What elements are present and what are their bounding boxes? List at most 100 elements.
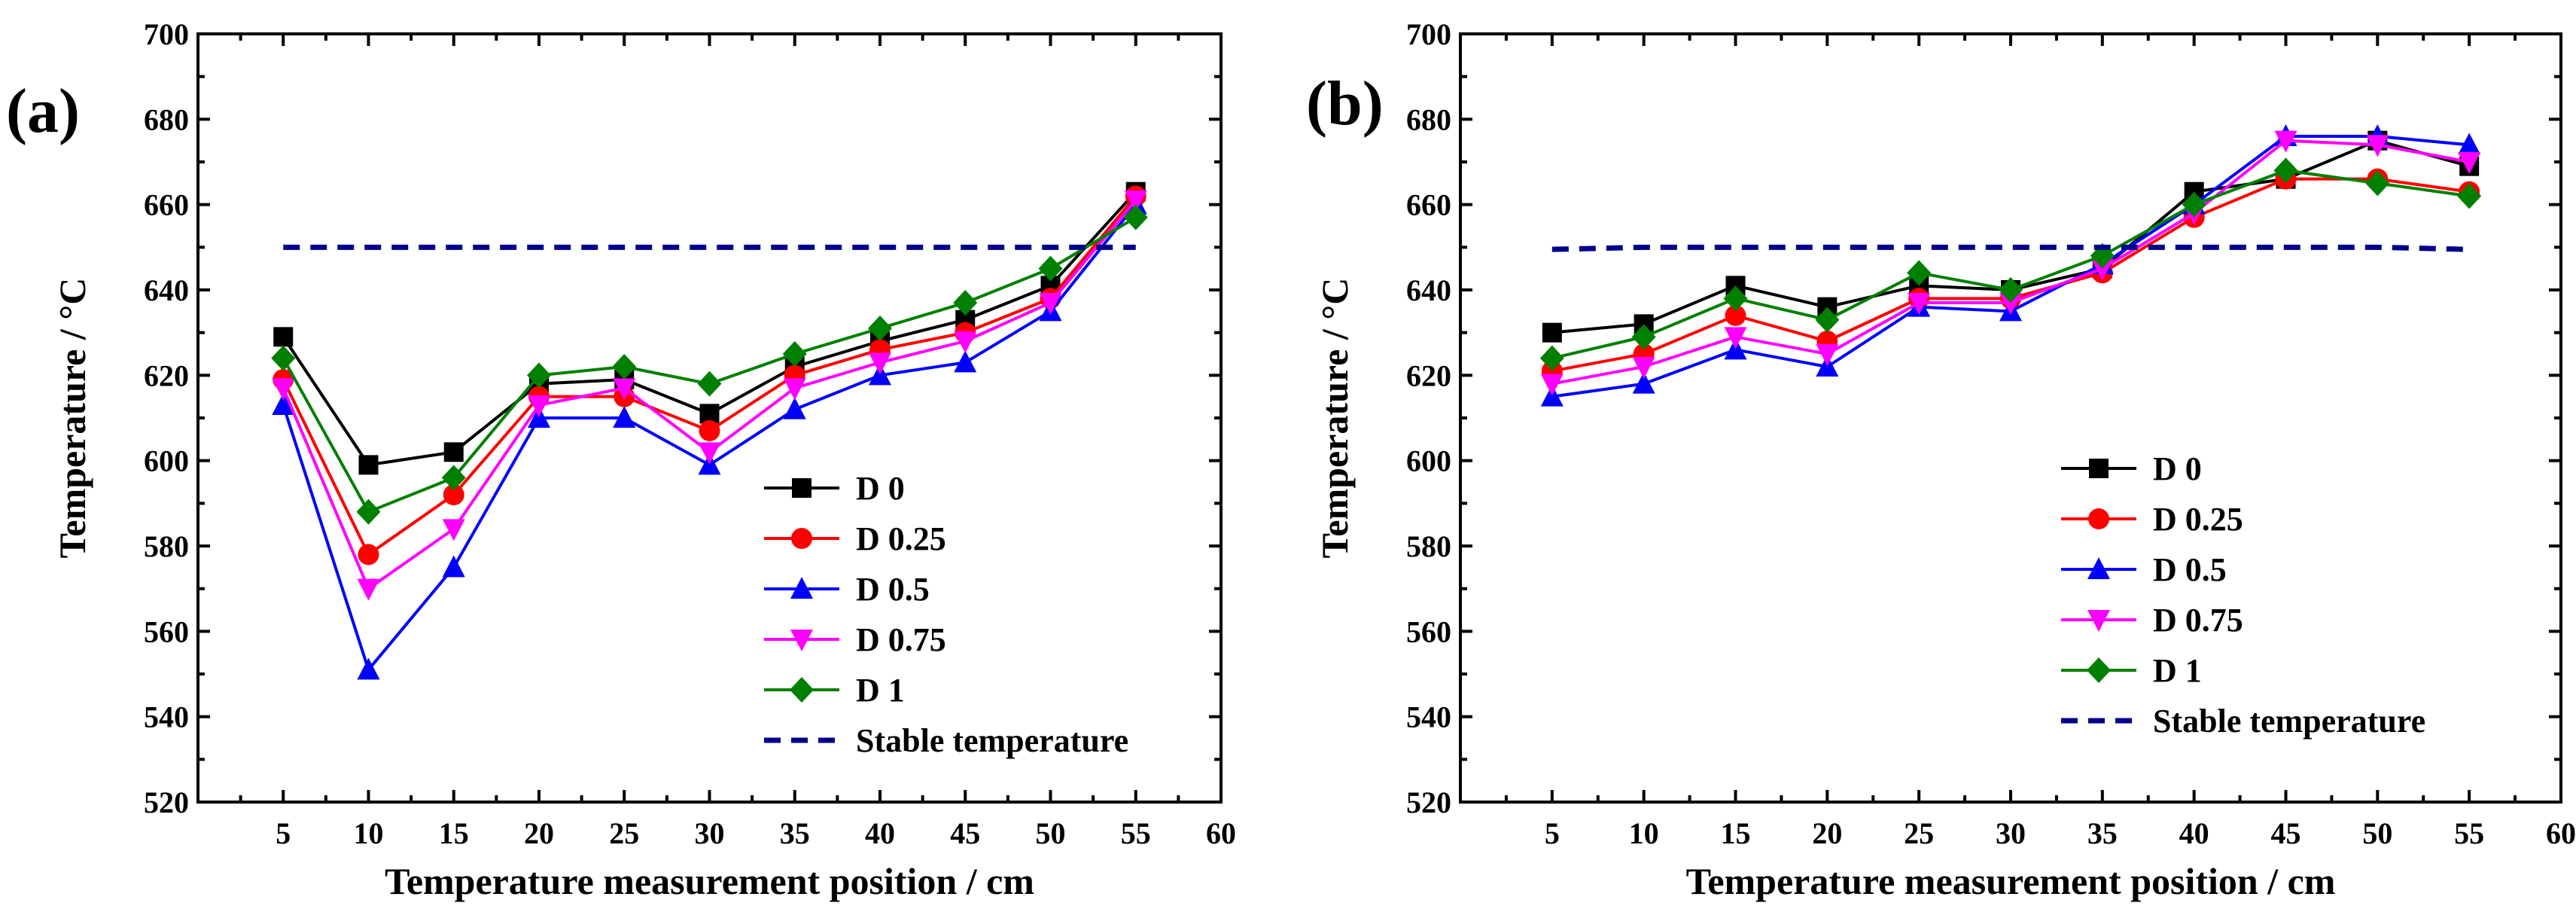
data-point <box>1632 371 1655 394</box>
x-tick-label: 10 <box>354 816 384 850</box>
data-point <box>1725 305 1746 326</box>
data-point <box>869 352 891 375</box>
y-tick-label: 640 <box>144 273 189 307</box>
x-tick-label: 15 <box>1721 816 1751 850</box>
data-point <box>954 350 977 373</box>
series-d-0-75 <box>272 191 1147 601</box>
data-point <box>2458 133 2481 155</box>
data-point <box>1540 374 1564 396</box>
data-point <box>783 397 806 419</box>
y-axis-title: Temperature / °C <box>1314 278 1356 559</box>
x-tick-label: 60 <box>1206 816 1236 850</box>
x-tick-label: 50 <box>1036 816 1066 850</box>
data-point <box>1124 191 1147 212</box>
y-tick-label: 520 <box>144 785 189 819</box>
x-tick-label: 30 <box>695 816 725 850</box>
y-tick-label: 580 <box>144 529 189 563</box>
legend: D 0 D 0.25 D 0.5 D 0.75 D 1 Stable temperatur… <box>764 470 1128 759</box>
x-tick-label: 45 <box>2271 816 2301 850</box>
data-point <box>697 371 722 397</box>
series-line <box>1551 169 2470 360</box>
y-tick-label: 680 <box>1406 102 1451 136</box>
legend-label: D 0.25 <box>856 520 946 557</box>
x-tick-label: 40 <box>865 816 895 850</box>
data-point <box>2366 135 2389 157</box>
data-point <box>2274 130 2297 153</box>
data-point <box>613 378 636 401</box>
data-point <box>1123 204 1148 230</box>
legend-label: D 0.75 <box>856 621 946 658</box>
data-point <box>528 395 550 417</box>
data-point <box>868 316 892 341</box>
data-point <box>1632 357 1655 379</box>
x-tick-label: 5 <box>276 816 291 850</box>
data-point <box>953 290 978 316</box>
data-point <box>954 331 977 353</box>
data-point <box>273 327 294 347</box>
legend-marker <box>790 677 814 703</box>
data-point <box>272 378 295 401</box>
x-tick-label: 25 <box>609 816 639 850</box>
legend-label: Stable temperature <box>2153 703 2425 740</box>
data-point <box>356 499 381 525</box>
y-tick-label: 680 <box>144 102 189 136</box>
data-point <box>1908 293 1931 315</box>
data-point <box>1539 345 1564 371</box>
chart-panel-b: 520 540 560 580 600 620 640 660 680 700 5 10 15 20 25 3… <box>1306 17 2576 902</box>
y-tick-label: 560 <box>144 615 189 648</box>
legend-marker <box>2088 508 2109 529</box>
legend-marker <box>791 528 812 549</box>
series-line <box>1551 177 2470 373</box>
y-axis-title: Temperature / °C <box>51 278 93 559</box>
series-line <box>1551 244 2470 252</box>
legend-marker <box>792 478 811 498</box>
legend-label: D 0.5 <box>2153 551 2227 588</box>
legend-marker <box>790 577 813 599</box>
chart-panel-a: 520 540 560 580 600 620 640 660 680 700 5 10 15 20 25 3… <box>6 17 1236 902</box>
legend-label: D 0.75 <box>2153 602 2243 639</box>
legend-marker <box>2087 557 2110 579</box>
data-point <box>272 393 295 415</box>
legend-label: D 1 <box>2153 652 2202 689</box>
x-tick-label: 55 <box>1121 816 1151 850</box>
data-point <box>527 362 551 389</box>
legend: D 0 D 0.25 D 0.5 D 0.75 D 1 Stable temperatur… <box>2061 450 2425 740</box>
y-tick-label: 700 <box>144 17 189 51</box>
data-point <box>2182 191 2206 218</box>
x-tick-label: 60 <box>2546 816 2576 850</box>
data-point <box>271 345 296 371</box>
legend-marker <box>2089 459 2109 478</box>
data-point <box>783 378 806 401</box>
series-d-0-75 <box>1540 130 2481 396</box>
data-point <box>1723 285 1748 312</box>
legend-label: D 0 <box>2153 450 2202 487</box>
data-point <box>358 544 379 566</box>
data-point <box>613 406 636 428</box>
x-axis-title: Temperature measurement position / cm <box>1686 860 2336 902</box>
data-point <box>1039 293 1062 315</box>
x-tick-label: 50 <box>2362 816 2392 850</box>
data-point <box>1724 327 1747 349</box>
data-point <box>1542 322 1562 343</box>
y-tick-label: 520 <box>1406 785 1451 819</box>
legend-marker <box>2087 610 2110 632</box>
panel-label: (a) <box>6 76 80 146</box>
y-tick-label: 640 <box>1406 273 1451 307</box>
data-point <box>1816 344 1839 366</box>
x-tick-label: 35 <box>2087 816 2118 850</box>
x-tick-label: 30 <box>1996 816 2026 850</box>
data-point <box>441 465 466 491</box>
series-stable-temperature <box>1551 244 2470 252</box>
data-point <box>2365 170 2390 197</box>
panel-label: (b) <box>1306 69 1384 139</box>
data-point <box>442 519 465 541</box>
series-d-1 <box>1539 157 2482 371</box>
y-tick-label: 580 <box>1406 529 1451 563</box>
y-tick-label: 700 <box>1406 17 1451 51</box>
legend-label: D 0.25 <box>2153 501 2243 538</box>
x-tick-label: 45 <box>950 816 980 850</box>
y-tick-label: 540 <box>144 700 189 734</box>
data-point <box>357 657 380 680</box>
series-d-0-5 <box>1540 124 2481 407</box>
series-d-0-25 <box>1541 168 2480 382</box>
